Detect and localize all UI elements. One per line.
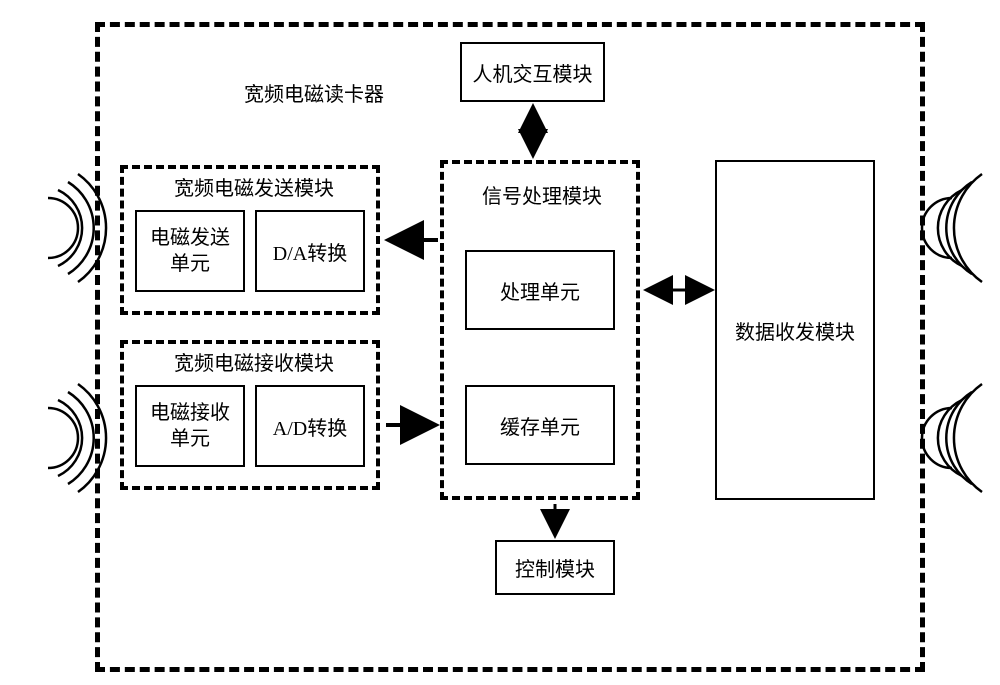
ctrl-module-box: 控制模块 — [495, 540, 615, 595]
hmi-module-box: 人机交互模块 — [460, 42, 605, 102]
ad-box: A/D转换 — [255, 385, 365, 467]
ad-label: A/D转换 — [273, 412, 347, 441]
wave-top-right — [922, 174, 982, 282]
rx-unit-label: 电磁接收 单元 — [150, 400, 230, 452]
proc-unit-label: 处理单元 — [500, 276, 580, 305]
da-label: D/A转换 — [273, 237, 347, 266]
da-box: D/A转换 — [255, 210, 365, 292]
cache-unit-box: 缓存单元 — [465, 385, 615, 465]
proc-unit-box: 处理单元 — [465, 250, 615, 330]
data-module-label: 数据收发模块 — [735, 316, 855, 345]
rx-module-title: 宽频电磁接收模块 — [170, 347, 338, 376]
cache-unit-label: 缓存单元 — [500, 411, 580, 440]
reader-title: 宽频电磁读卡器 — [240, 78, 388, 107]
tx-unit-label: 电磁发送 单元 — [150, 225, 230, 277]
tx-module-title: 宽频电磁发送模块 — [170, 172, 338, 201]
tx-unit-box: 电磁发送 单元 — [135, 210, 245, 292]
wave-bottom-right — [922, 384, 982, 492]
sig-module-title: 信号处理模块 — [478, 180, 606, 209]
ctrl-module-label: 控制模块 — [515, 553, 595, 582]
hmi-module-label: 人机交互模块 — [473, 58, 593, 87]
rx-unit-box: 电磁接收 单元 — [135, 385, 245, 467]
data-module-box: 数据收发模块 — [715, 160, 875, 500]
